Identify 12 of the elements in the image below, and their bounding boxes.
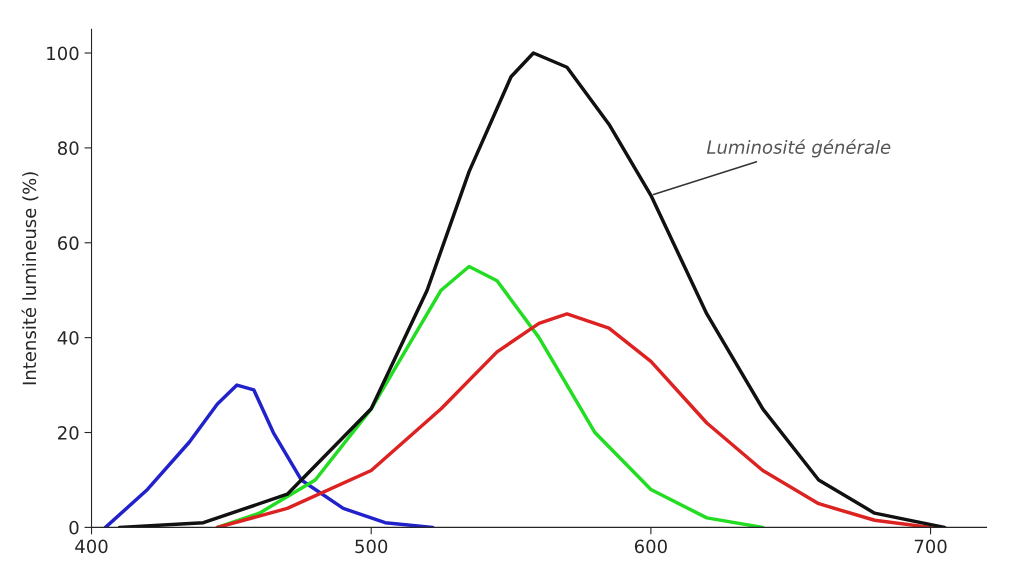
y-tick-label: 80 <box>57 141 79 156</box>
annotation: Luminosité générale <box>706 139 891 158</box>
y-axis-title: Intensité lumineuse (%) <box>21 172 39 385</box>
y-tick-label: 0 <box>69 520 79 535</box>
y-tick-label: 40 <box>57 331 79 345</box>
x-tick-label: 700 <box>914 539 947 554</box>
y-tick-label: 60 <box>58 236 79 250</box>
y-tick-label: 100 <box>47 46 79 61</box>
x-tick-label: 400 <box>75 539 108 554</box>
x-tick-label: 500 <box>355 539 388 554</box>
x-tick-label: 600 <box>634 539 667 554</box>
y-tick-label: 20 <box>58 425 79 440</box>
